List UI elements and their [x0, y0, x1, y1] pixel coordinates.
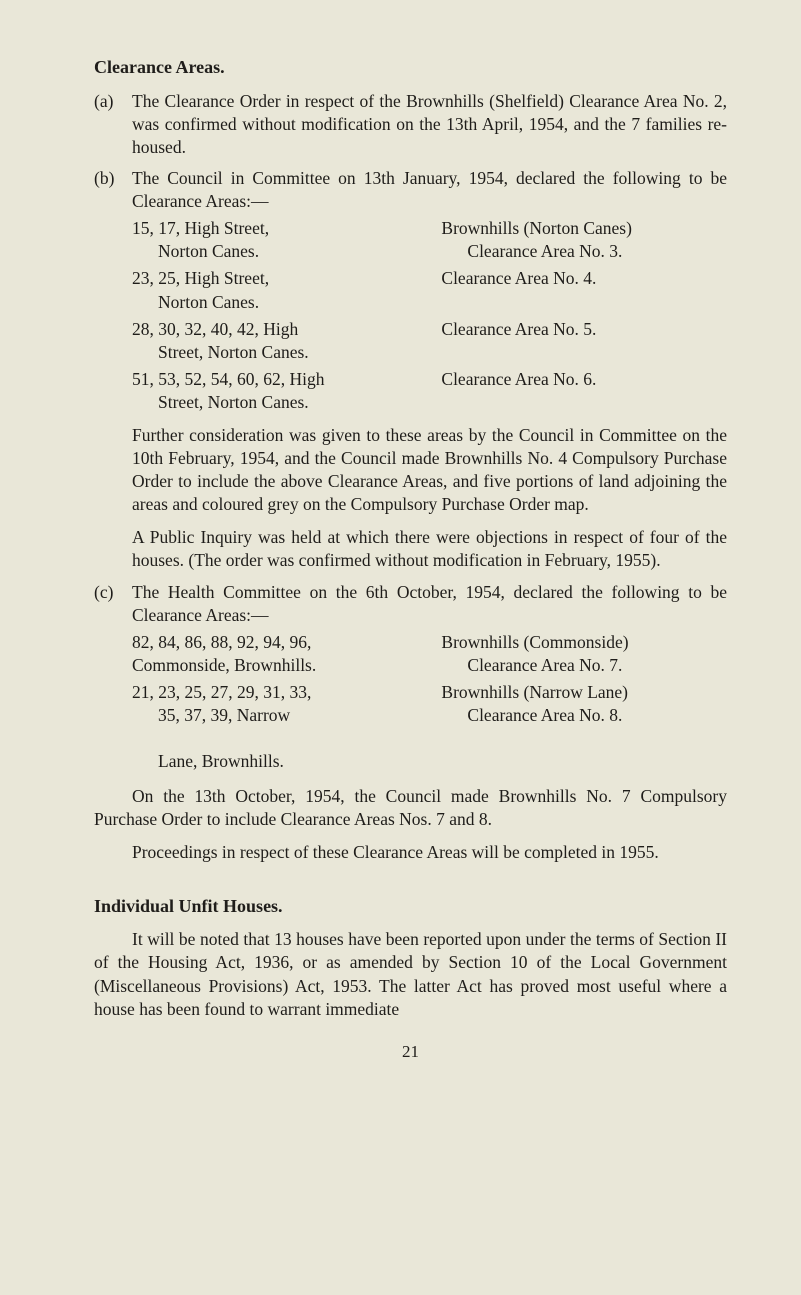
- row-right: Brownhills (Norton Canes) Clearance Area…: [441, 217, 727, 263]
- document-page: Clearance Areas. (a) The Clearance Order…: [0, 0, 801, 1295]
- item-body-c: The Health Committee on the 6th October,…: [132, 581, 727, 776]
- row-left-2: Street, Norton Canes.: [132, 391, 433, 414]
- row-right-1: Brownhills (Norton Canes): [441, 218, 632, 238]
- table-row: 23, 25, High Street, Norton Canes. Clear…: [132, 267, 727, 313]
- row-left: 23, 25, High Street, Norton Canes.: [132, 267, 441, 313]
- row-right: Clearance Area No. 4.: [441, 267, 727, 313]
- heading-clearance-areas: Clearance Areas.: [94, 56, 727, 80]
- item-b-para1: Further consideration was given to these…: [132, 424, 727, 516]
- row-left-2: Norton Canes.: [132, 291, 433, 314]
- row-left-1: 51, 53, 52, 54, 60, 62, High: [132, 369, 325, 389]
- item-body-a: The Clearance Order in respect of the Br…: [132, 90, 727, 159]
- row-left-2: 35, 37, 39, Narrow: [132, 704, 433, 727]
- row-left-2: Commonside, Brownhills.: [132, 655, 316, 675]
- row-right-1: Clearance Area No. 6.: [441, 369, 596, 389]
- para-individual: It will be noted that 13 houses have bee…: [94, 928, 727, 1020]
- row-right-1: Clearance Area No. 4.: [441, 268, 596, 288]
- list-item-b: (b) The Council in Committee on 13th Jan…: [94, 167, 727, 573]
- row-right: Brownhills (Narrow Lane) Clearance Area …: [441, 681, 727, 773]
- table-row: 51, 53, 52, 54, 60, 62, High Street, Nor…: [132, 368, 727, 414]
- row-right-2: Clearance Area No. 7.: [441, 654, 727, 677]
- row-left-1: 28, 30, 32, 40, 42, High: [132, 319, 298, 339]
- item-c-intro: The Health Committee on the 6th October,…: [132, 581, 727, 627]
- row-left: 21, 23, 25, 27, 29, 31, 33, 35, 37, 39, …: [132, 681, 441, 773]
- row-left-1: 15, 17, High Street,: [132, 218, 269, 238]
- para-proceedings: Proceedings in respect of these Clearanc…: [94, 841, 727, 864]
- row-left-2: Norton Canes.: [132, 240, 433, 263]
- page-number: 21: [94, 1041, 727, 1063]
- row-right: Clearance Area No. 5.: [441, 318, 727, 364]
- table-row: 15, 17, High Street, Norton Canes. Brown…: [132, 217, 727, 263]
- item-label-b: (b): [94, 167, 132, 190]
- row-left: 82, 84, 86, 88, 92, 94, 96, Commonside, …: [132, 631, 441, 677]
- row-right-2: Clearance Area No. 8.: [441, 704, 727, 727]
- para-after-c: On the 13th October, 1954, the Council m…: [94, 785, 727, 831]
- row-right-1: Clearance Area No. 5.: [441, 319, 596, 339]
- item-body-b: The Council in Committee on 13th January…: [132, 167, 727, 573]
- row-left: 51, 53, 52, 54, 60, 62, High Street, Nor…: [132, 368, 441, 414]
- row-left-1: 23, 25, High Street,: [132, 268, 269, 288]
- item-b-intro: The Council in Committee on 13th January…: [132, 167, 727, 213]
- row-right-1: Brownhills (Narrow Lane): [441, 682, 628, 702]
- row-right-1: Brownhills (Commonside): [441, 632, 628, 652]
- row-left-3: Lane, Brownhills.: [132, 750, 433, 773]
- heading-individual-unfit: Individual Unfit Houses.: [94, 895, 727, 919]
- table-row: 21, 23, 25, 27, 29, 31, 33, 35, 37, 39, …: [132, 681, 727, 773]
- item-label-c: (c): [94, 581, 132, 604]
- row-right: Clearance Area No. 6.: [441, 368, 727, 414]
- list-item-a: (a) The Clearance Order in respect of th…: [94, 90, 727, 159]
- item-b-para2: A Public Inquiry was held at which there…: [132, 526, 727, 572]
- item-label-a: (a): [94, 90, 132, 113]
- row-left: 28, 30, 32, 40, 42, High Street, Norton …: [132, 318, 441, 364]
- list-item-c: (c) The Health Committee on the 6th Octo…: [94, 581, 727, 776]
- row-left-1: 82, 84, 86, 88, 92, 94, 96,: [132, 632, 311, 652]
- table-row: 82, 84, 86, 88, 92, 94, 96, Commonside, …: [132, 631, 727, 677]
- row-right: Brownhills (Commonside) Clearance Area N…: [441, 631, 727, 677]
- row-left: 15, 17, High Street, Norton Canes.: [132, 217, 441, 263]
- row-left-1: 21, 23, 25, 27, 29, 31, 33,: [132, 682, 311, 702]
- row-right-2: Clearance Area No. 3.: [441, 240, 727, 263]
- row-left-2: Street, Norton Canes.: [132, 341, 433, 364]
- table-row: 28, 30, 32, 40, 42, High Street, Norton …: [132, 318, 727, 364]
